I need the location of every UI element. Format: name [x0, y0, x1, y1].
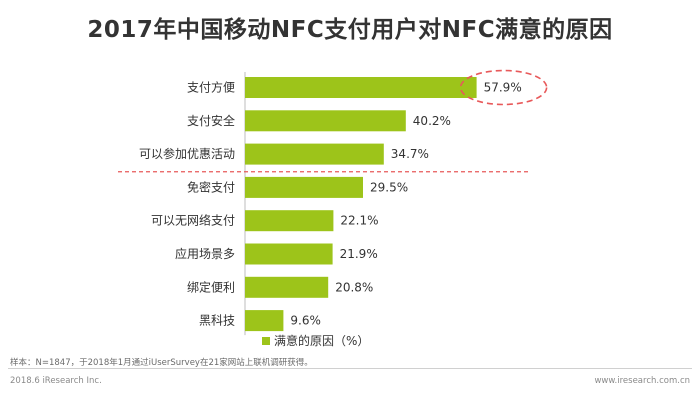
- category-label: 可以无网络支付: [151, 213, 235, 228]
- footer-divider: [8, 368, 692, 369]
- highlight-circle: [459, 69, 548, 106]
- value-label: 34.7%: [391, 147, 429, 161]
- category-label: 支付安全: [187, 113, 235, 128]
- bar: [245, 210, 334, 232]
- website-text: www.iresearch.com.cn: [594, 376, 690, 386]
- bar: [245, 110, 406, 132]
- category-label: 绑定便利: [187, 279, 235, 294]
- legend-swatch: [262, 337, 270, 345]
- value-label: 29.5%: [370, 180, 408, 194]
- chart-title: 2017年中国移动NFC支付用户对NFC满意的原因: [87, 17, 613, 43]
- value-label: 40.2%: [413, 114, 451, 128]
- bar: [245, 243, 333, 265]
- bar: [245, 276, 329, 298]
- category-label: 黑科技: [199, 314, 235, 328]
- bar: [245, 77, 477, 98]
- category-label: 应用场景多: [175, 246, 235, 261]
- copyright-text: 2018.6 iResearch Inc.: [10, 376, 102, 386]
- bar: [245, 176, 363, 198]
- legend-label: 满意的原因（%）: [274, 333, 369, 348]
- bar: [245, 143, 384, 165]
- value-label: 21.9%: [340, 247, 378, 261]
- value-label: 22.1%: [340, 214, 378, 228]
- category-label: 免密支付: [187, 179, 235, 194]
- category-label: 可以参加优惠活动: [139, 146, 235, 161]
- value-label: 9.6%: [290, 314, 321, 328]
- value-label: 57.9%: [484, 81, 522, 95]
- value-label: 20.8%: [335, 280, 373, 294]
- bar: [245, 310, 284, 332]
- category-label: 支付方便: [187, 80, 235, 95]
- sample-note: 样本：N=1847，于2018年1月通过iUserSurvey在21家网站上联机…: [10, 358, 313, 368]
